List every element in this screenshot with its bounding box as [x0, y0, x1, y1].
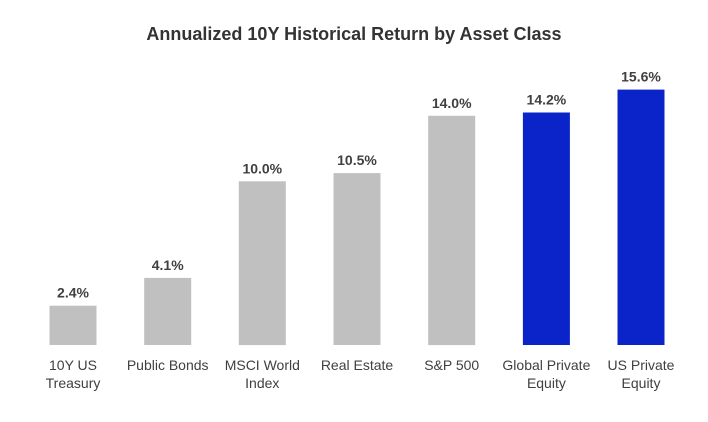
data-label: 10.5%: [337, 152, 377, 168]
data-label: 14.2%: [527, 92, 567, 108]
data-label: 4.1%: [152, 257, 184, 273]
x-tick-label: 10Y US: [49, 357, 97, 373]
data-label: 14.0%: [432, 95, 472, 111]
x-tick-label: Equity: [622, 375, 661, 391]
x-tick-label: S&P 500: [424, 357, 479, 373]
x-tick-label: Global Private: [502, 357, 590, 373]
data-label: 15.6%: [621, 69, 661, 85]
bar: [428, 115, 476, 346]
x-tick-label: Index: [245, 375, 279, 391]
data-label: 10.0%: [242, 160, 282, 176]
bar: [238, 181, 286, 346]
x-tick-label: Public Bonds: [127, 357, 209, 373]
chart-title: Annualized 10Y Historical Return by Asse…: [146, 24, 562, 44]
x-tick-label: Real Estate: [321, 357, 394, 373]
x-tick-label: US Private: [608, 357, 675, 373]
data-label: 2.4%: [57, 285, 89, 301]
bar: [617, 89, 665, 345]
x-tick-label: MSCI World: [225, 357, 300, 373]
bar: [333, 173, 381, 345]
x-tick-label: Equity: [527, 375, 566, 391]
x-tick-label: Treasury: [46, 375, 101, 391]
bar: [522, 112, 570, 345]
bar: [144, 277, 192, 345]
bar: [49, 305, 97, 345]
